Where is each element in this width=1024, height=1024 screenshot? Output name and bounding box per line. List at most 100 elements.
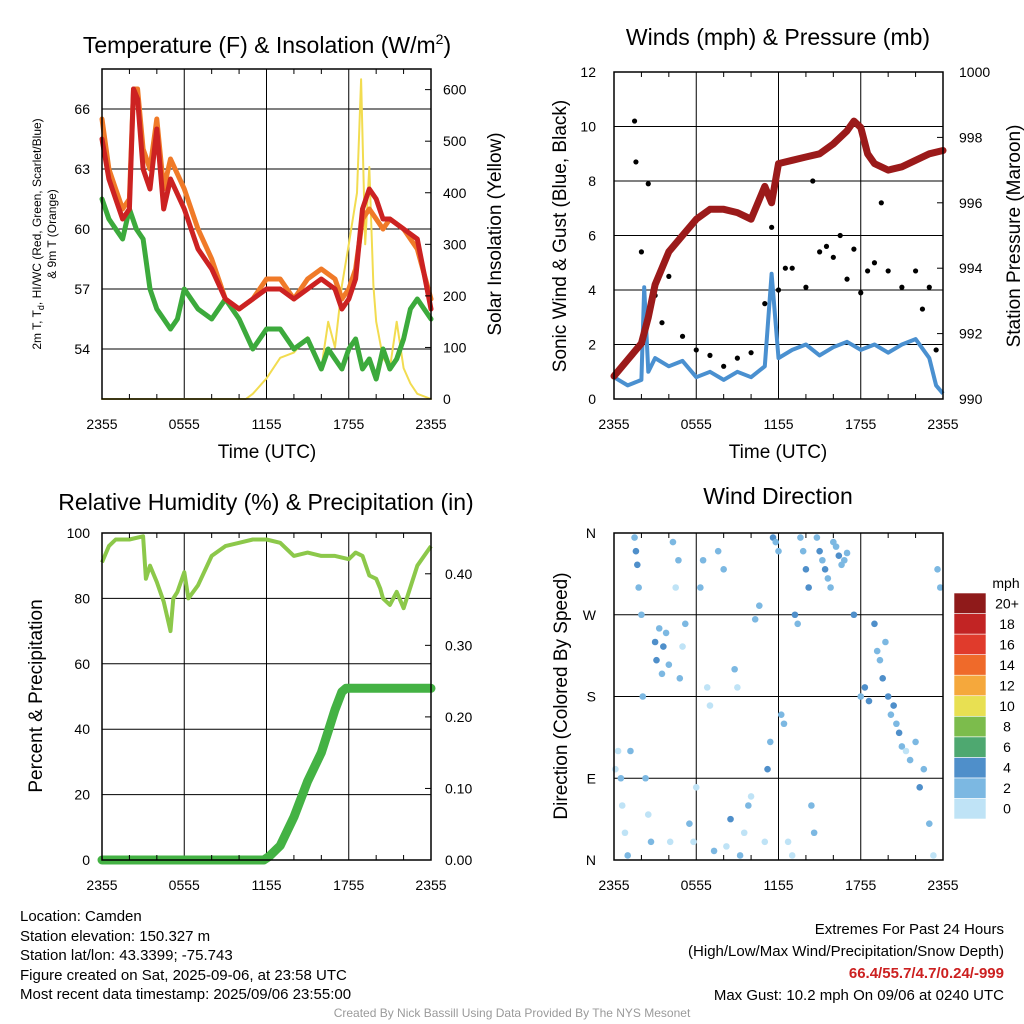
- direction-point: [690, 838, 697, 846]
- legend-swatch: [953, 592, 987, 614]
- direction-point: [675, 556, 682, 564]
- winds-title: Winds (mph) & Pressure (mb): [626, 24, 930, 50]
- x-tick-label: 2355: [598, 416, 629, 432]
- direction-point: [780, 720, 788, 728]
- direction-point: [876, 656, 884, 664]
- direction-title: Wind Direction: [703, 483, 853, 509]
- legend-swatch: [953, 654, 987, 676]
- direction-point: [614, 747, 622, 755]
- direction-point: [813, 534, 821, 541]
- y2-tick-label: 500: [443, 133, 467, 149]
- gust-point: [789, 265, 795, 271]
- direction-point: [934, 566, 941, 573]
- gust-point: [693, 347, 699, 353]
- direction-point: [882, 638, 889, 646]
- y-tick-label: E: [587, 770, 596, 786]
- y2-tick-label: 990: [959, 391, 983, 407]
- y-tick-label: 0: [588, 391, 596, 407]
- y2-tick-label: 998: [959, 129, 983, 145]
- y2-tick-label: 600: [443, 82, 467, 98]
- direction-ylabel: Direction (Colored By Speed): [551, 572, 572, 819]
- gust-point: [666, 273, 672, 279]
- direction-point: [618, 802, 626, 809]
- legend-swatch: [953, 757, 987, 779]
- y-tick-label: 8: [588, 173, 596, 189]
- elevation-text: Station elevation: 150.327 m: [20, 927, 211, 945]
- series-line-2m-t: [99, 86, 434, 312]
- series-line-sonic-wind: [612, 271, 945, 395]
- winds-xlabel: Time (UTC): [729, 442, 828, 463]
- gust-point: [645, 181, 651, 187]
- legend-swatch: [953, 715, 987, 738]
- direction-point: [634, 561, 641, 569]
- direction-point: [679, 643, 686, 650]
- legend-label: 8: [1003, 719, 1011, 735]
- direction-point: [632, 547, 640, 555]
- direction-point: [642, 774, 649, 782]
- direction-point: [727, 815, 734, 823]
- y2-tick-label: 0: [443, 391, 451, 407]
- gust-point: [912, 268, 919, 274]
- y2-tick-label: 994: [959, 260, 983, 276]
- y2-tick-label: 996: [959, 195, 983, 211]
- gust-point: [769, 224, 775, 230]
- direction-point: [617, 774, 625, 782]
- x-tick-label: 2355: [927, 416, 958, 432]
- direction-point: [706, 702, 714, 709]
- speed-legend-title: mph: [992, 575, 1019, 591]
- gust-point: [844, 276, 850, 282]
- direction-point: [893, 720, 900, 728]
- direction-point: [843, 549, 851, 557]
- y-tick-label: 20: [74, 787, 90, 803]
- direction-point: [841, 556, 848, 564]
- temperature-xlabel: Time (UTC): [218, 442, 317, 463]
- x-tick-label: 0555: [169, 877, 200, 893]
- direction-point: [720, 566, 727, 573]
- direction-point: [666, 838, 674, 846]
- direction-point: [697, 584, 704, 591]
- temperature-ylabel-line1: 2m T, Td, HI/WC (Red, Green, Scarlet/Blu…: [30, 118, 46, 349]
- direction-point: [772, 538, 780, 546]
- direction-point: [660, 643, 667, 650]
- gust-point: [817, 249, 823, 255]
- direction-point: [662, 629, 670, 637]
- y-tick-label: 4: [588, 282, 596, 298]
- direction-point: [651, 638, 659, 646]
- gust-point: [871, 260, 878, 266]
- y2-tick-label: 0.00: [445, 852, 472, 868]
- x-tick-label: 2355: [415, 416, 446, 432]
- direction-point: [797, 534, 804, 541]
- y-tick-label: 12: [580, 64, 596, 80]
- direction-point: [653, 656, 660, 664]
- legend-swatch: [953, 777, 987, 799]
- legend-label: 18: [999, 616, 1015, 632]
- y-tick-label: 40: [74, 721, 90, 737]
- extremes-values: 66.4/55.7/4.7/0.24/-999: [848, 965, 1004, 982]
- recent-data-text: Most recent data timestamp: 2025/09/06 2…: [20, 986, 352, 1003]
- direction-point: [827, 584, 834, 591]
- direction-point: [916, 784, 923, 791]
- direction-point: [672, 584, 679, 591]
- x-tick-label: 0555: [169, 416, 200, 432]
- gust-point: [810, 178, 816, 184]
- direction-point: [832, 543, 840, 550]
- gust-point: [919, 306, 926, 312]
- extremes-subtitle: (High/Low/Max Wind/Precipitation/Snow De…: [688, 943, 1004, 960]
- direction-point: [791, 611, 799, 619]
- y-tick-label: W: [583, 607, 597, 623]
- direction-point: [930, 852, 937, 859]
- direction-point: [714, 547, 722, 555]
- extremes-info: Extremes For Past 24 Hours (High/Low/Max…: [688, 919, 1004, 1007]
- gust-point: [659, 320, 665, 326]
- direction-point: [805, 584, 812, 591]
- direction-point: [802, 566, 810, 573]
- direction-point: [761, 838, 769, 846]
- gust-point: [775, 287, 782, 293]
- direction-point: [777, 711, 785, 718]
- direction-point: [624, 852, 632, 859]
- direction-point: [816, 547, 823, 555]
- x-tick-label: 2355: [415, 877, 446, 893]
- y-tick-label: N: [586, 525, 596, 541]
- direction-point: [692, 784, 700, 791]
- y-tick-label: 57: [74, 281, 90, 297]
